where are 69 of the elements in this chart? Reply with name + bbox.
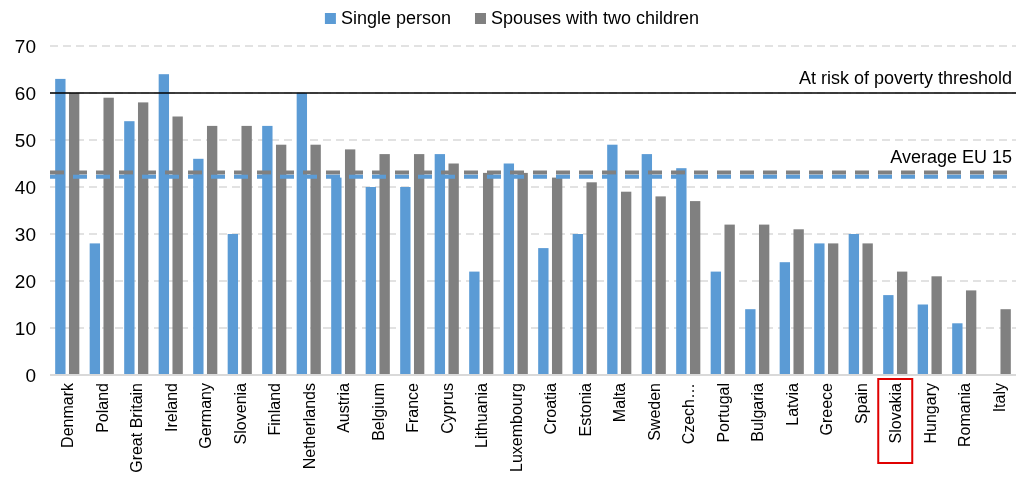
bar <box>551 177 563 375</box>
x-tick-label: Austria <box>335 382 353 433</box>
bar <box>710 271 722 375</box>
x-tick-label: Bulgaria <box>749 382 767 442</box>
y-tick-label: 10 <box>14 317 36 339</box>
bar <box>469 271 480 375</box>
x-tick-label: Luxembourg <box>507 383 525 472</box>
y-tick-label: 50 <box>14 129 36 151</box>
x-tick-label: Latvia <box>783 382 801 426</box>
bar <box>827 243 839 375</box>
x-tick-label: Italy <box>990 383 1008 413</box>
x-tick-label: Sweden <box>645 383 663 441</box>
bar <box>89 243 101 375</box>
x-tick-label: Malta <box>611 382 629 423</box>
x-tick-label: Belgium <box>369 383 387 441</box>
bar <box>848 234 860 375</box>
bar <box>814 243 825 375</box>
x-tick-label: Germany <box>197 383 215 449</box>
y-tick-label: 60 <box>14 82 36 104</box>
bar <box>862 243 873 375</box>
legend-label: Spouses with two children <box>490 8 700 28</box>
bar <box>400 187 411 375</box>
x-tick-label: Estonia <box>576 382 594 437</box>
bar <box>965 290 977 375</box>
bar <box>620 191 632 375</box>
y-tick-label: 0 <box>25 364 36 386</box>
bar <box>227 234 239 375</box>
ref-line-label: Average EU 15 <box>890 147 1012 168</box>
x-tick-label: Denmark <box>59 382 77 448</box>
y-tick-label: 20 <box>14 270 36 292</box>
bar <box>586 182 597 375</box>
x-tick-label: Croatia <box>542 382 560 435</box>
bar <box>779 262 791 375</box>
bar <box>538 248 549 375</box>
bar <box>952 323 963 375</box>
bar <box>917 304 929 375</box>
x-tick-label: Portugal <box>714 383 732 443</box>
bar <box>1000 309 1011 375</box>
bar <box>883 295 894 375</box>
x-tick-label: Czech… <box>680 383 698 445</box>
bar <box>365 187 377 375</box>
bar <box>745 309 756 375</box>
bar <box>724 224 735 375</box>
bar <box>689 201 701 375</box>
y-tick-label: 40 <box>14 176 36 198</box>
bar <box>896 271 908 375</box>
x-tick-label: Netherlands <box>300 383 318 470</box>
x-tick-label: Spain <box>852 383 870 424</box>
x-tick-label: Poland <box>93 383 111 433</box>
x-tick-label: Finland <box>266 383 284 436</box>
y-tick-label: 70 <box>14 35 36 57</box>
ref-line-label: At risk of poverty threshold <box>798 68 1012 88</box>
x-tick-label: Greece <box>818 382 836 436</box>
x-tick-label: Romania <box>956 382 974 448</box>
bar <box>931 276 942 375</box>
x-tick-label: Cyprus <box>438 383 456 434</box>
bar <box>655 196 666 375</box>
bar <box>758 224 770 375</box>
legend-label: Single person <box>340 8 451 28</box>
bar <box>793 229 804 375</box>
y-tick-label: 30 <box>14 223 36 245</box>
x-tick-label: Slovakia <box>887 382 905 444</box>
x-tick-label: Hungary <box>921 383 939 444</box>
x-tick-label: Lithuania <box>473 382 491 448</box>
x-tick-label: Great Britain <box>128 383 146 473</box>
x-tick-label: Ireland <box>162 383 180 432</box>
x-tick-label: Slovenia <box>231 382 249 445</box>
x-tick-label: France <box>404 382 422 433</box>
bar <box>572 234 584 375</box>
